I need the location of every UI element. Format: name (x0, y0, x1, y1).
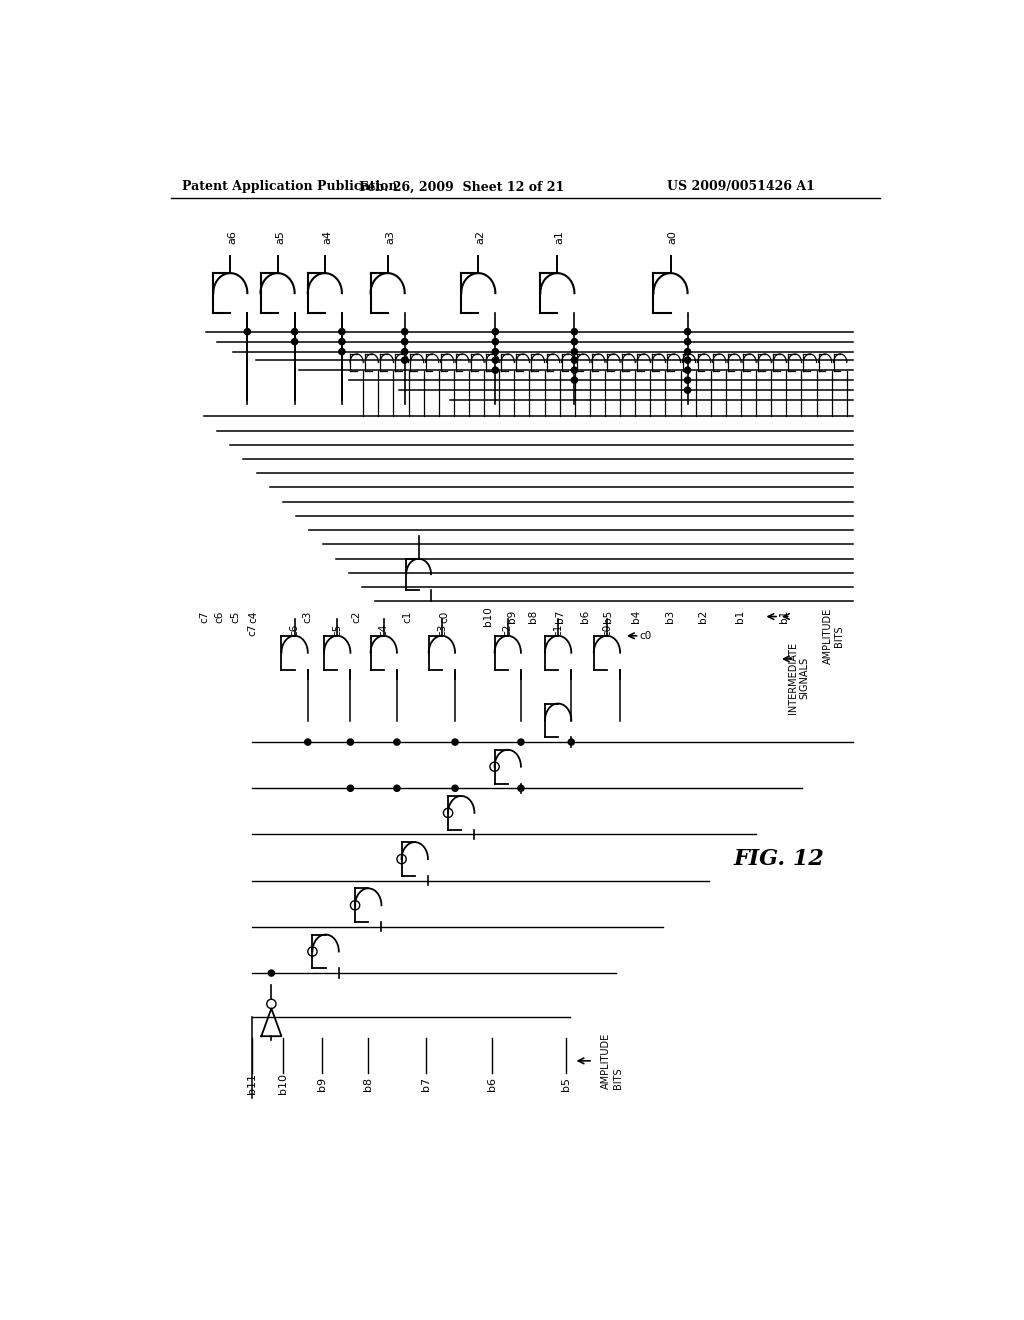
Circle shape (568, 739, 574, 744)
Circle shape (401, 348, 408, 355)
Circle shape (452, 739, 458, 744)
Circle shape (401, 329, 408, 335)
Circle shape (493, 367, 499, 374)
Circle shape (684, 358, 690, 363)
Circle shape (493, 358, 499, 363)
Text: b8: b8 (364, 1077, 374, 1092)
Text: US 2009/0051426 A1: US 2009/0051426 A1 (667, 181, 814, 194)
Text: AMPLITUDE
BITS: AMPLITUDE BITS (601, 1032, 624, 1089)
Circle shape (571, 348, 578, 355)
Text: c4: c4 (249, 610, 258, 623)
Circle shape (684, 348, 690, 355)
Circle shape (394, 785, 400, 792)
Text: Feb. 26, 2009  Sheet 12 of 21: Feb. 26, 2009 Sheet 12 of 21 (358, 181, 564, 194)
Text: FIG. 12: FIG. 12 (733, 849, 824, 870)
Circle shape (347, 739, 353, 744)
Circle shape (493, 339, 499, 345)
Text: c5: c5 (230, 610, 240, 623)
Text: b2: b2 (698, 610, 708, 623)
Text: c5: c5 (332, 623, 342, 636)
Text: a6: a6 (227, 230, 238, 244)
Text: b3: b3 (666, 610, 676, 623)
Text: a3: a3 (385, 230, 395, 244)
Circle shape (684, 339, 690, 345)
Circle shape (394, 739, 400, 744)
Text: c2: c2 (351, 610, 361, 623)
Text: b7: b7 (555, 610, 565, 623)
Text: b11: b11 (247, 1073, 257, 1094)
Text: Patent Application Publication: Patent Application Publication (182, 181, 397, 194)
Circle shape (339, 329, 345, 335)
Text: c1: c1 (402, 610, 412, 623)
Circle shape (518, 785, 524, 792)
Circle shape (245, 329, 251, 335)
Circle shape (339, 348, 345, 355)
Text: a1: a1 (555, 230, 564, 244)
Circle shape (347, 785, 353, 792)
Text: INTERMEDIATE
SIGNALS: INTERMEDIATE SIGNALS (787, 642, 809, 714)
Text: b10: b10 (278, 1073, 288, 1094)
Circle shape (571, 378, 578, 383)
Circle shape (452, 785, 458, 792)
Text: b6: b6 (581, 610, 590, 623)
Text: c2: c2 (503, 623, 513, 636)
Text: c7: c7 (247, 623, 257, 636)
Text: c0: c0 (640, 631, 651, 640)
Circle shape (493, 348, 499, 355)
Text: b9: b9 (316, 1077, 327, 1092)
Circle shape (684, 329, 690, 335)
Text: c6: c6 (290, 623, 300, 636)
Circle shape (401, 358, 408, 363)
Circle shape (571, 339, 578, 345)
Text: b4: b4 (631, 610, 641, 623)
Circle shape (684, 378, 690, 383)
Circle shape (518, 739, 524, 744)
Circle shape (401, 339, 408, 345)
Text: AMPLITUDE
BITS: AMPLITUDE BITS (822, 607, 844, 664)
Text: b5: b5 (603, 610, 613, 623)
Circle shape (268, 970, 274, 977)
Text: c4: c4 (379, 623, 389, 636)
Circle shape (493, 329, 499, 335)
Circle shape (571, 329, 578, 335)
Text: c7: c7 (199, 610, 209, 623)
Text: b6: b6 (487, 1077, 498, 1090)
Text: c6: c6 (214, 610, 224, 623)
Text: b5: b5 (561, 1077, 570, 1090)
Circle shape (571, 358, 578, 363)
Text: b1: b1 (735, 610, 745, 623)
Circle shape (339, 339, 345, 345)
Circle shape (292, 329, 298, 335)
Text: a2: a2 (475, 230, 485, 244)
Text: b7: b7 (421, 1077, 431, 1092)
Text: b8: b8 (528, 610, 539, 623)
Text: b10: b10 (482, 607, 493, 627)
Text: b9: b9 (507, 610, 517, 623)
Text: c1: c1 (553, 623, 563, 636)
Text: c3: c3 (303, 610, 312, 623)
Text: c3: c3 (437, 623, 446, 636)
Text: b1: b1 (779, 610, 790, 623)
Text: c0: c0 (439, 610, 450, 623)
Circle shape (292, 339, 298, 345)
Circle shape (684, 367, 690, 374)
Circle shape (571, 367, 578, 374)
Circle shape (305, 739, 311, 744)
Circle shape (684, 387, 690, 393)
Text: a4: a4 (323, 230, 332, 244)
Text: a0: a0 (668, 230, 678, 244)
Text: a5: a5 (274, 230, 285, 244)
Text: c0: c0 (602, 623, 612, 636)
